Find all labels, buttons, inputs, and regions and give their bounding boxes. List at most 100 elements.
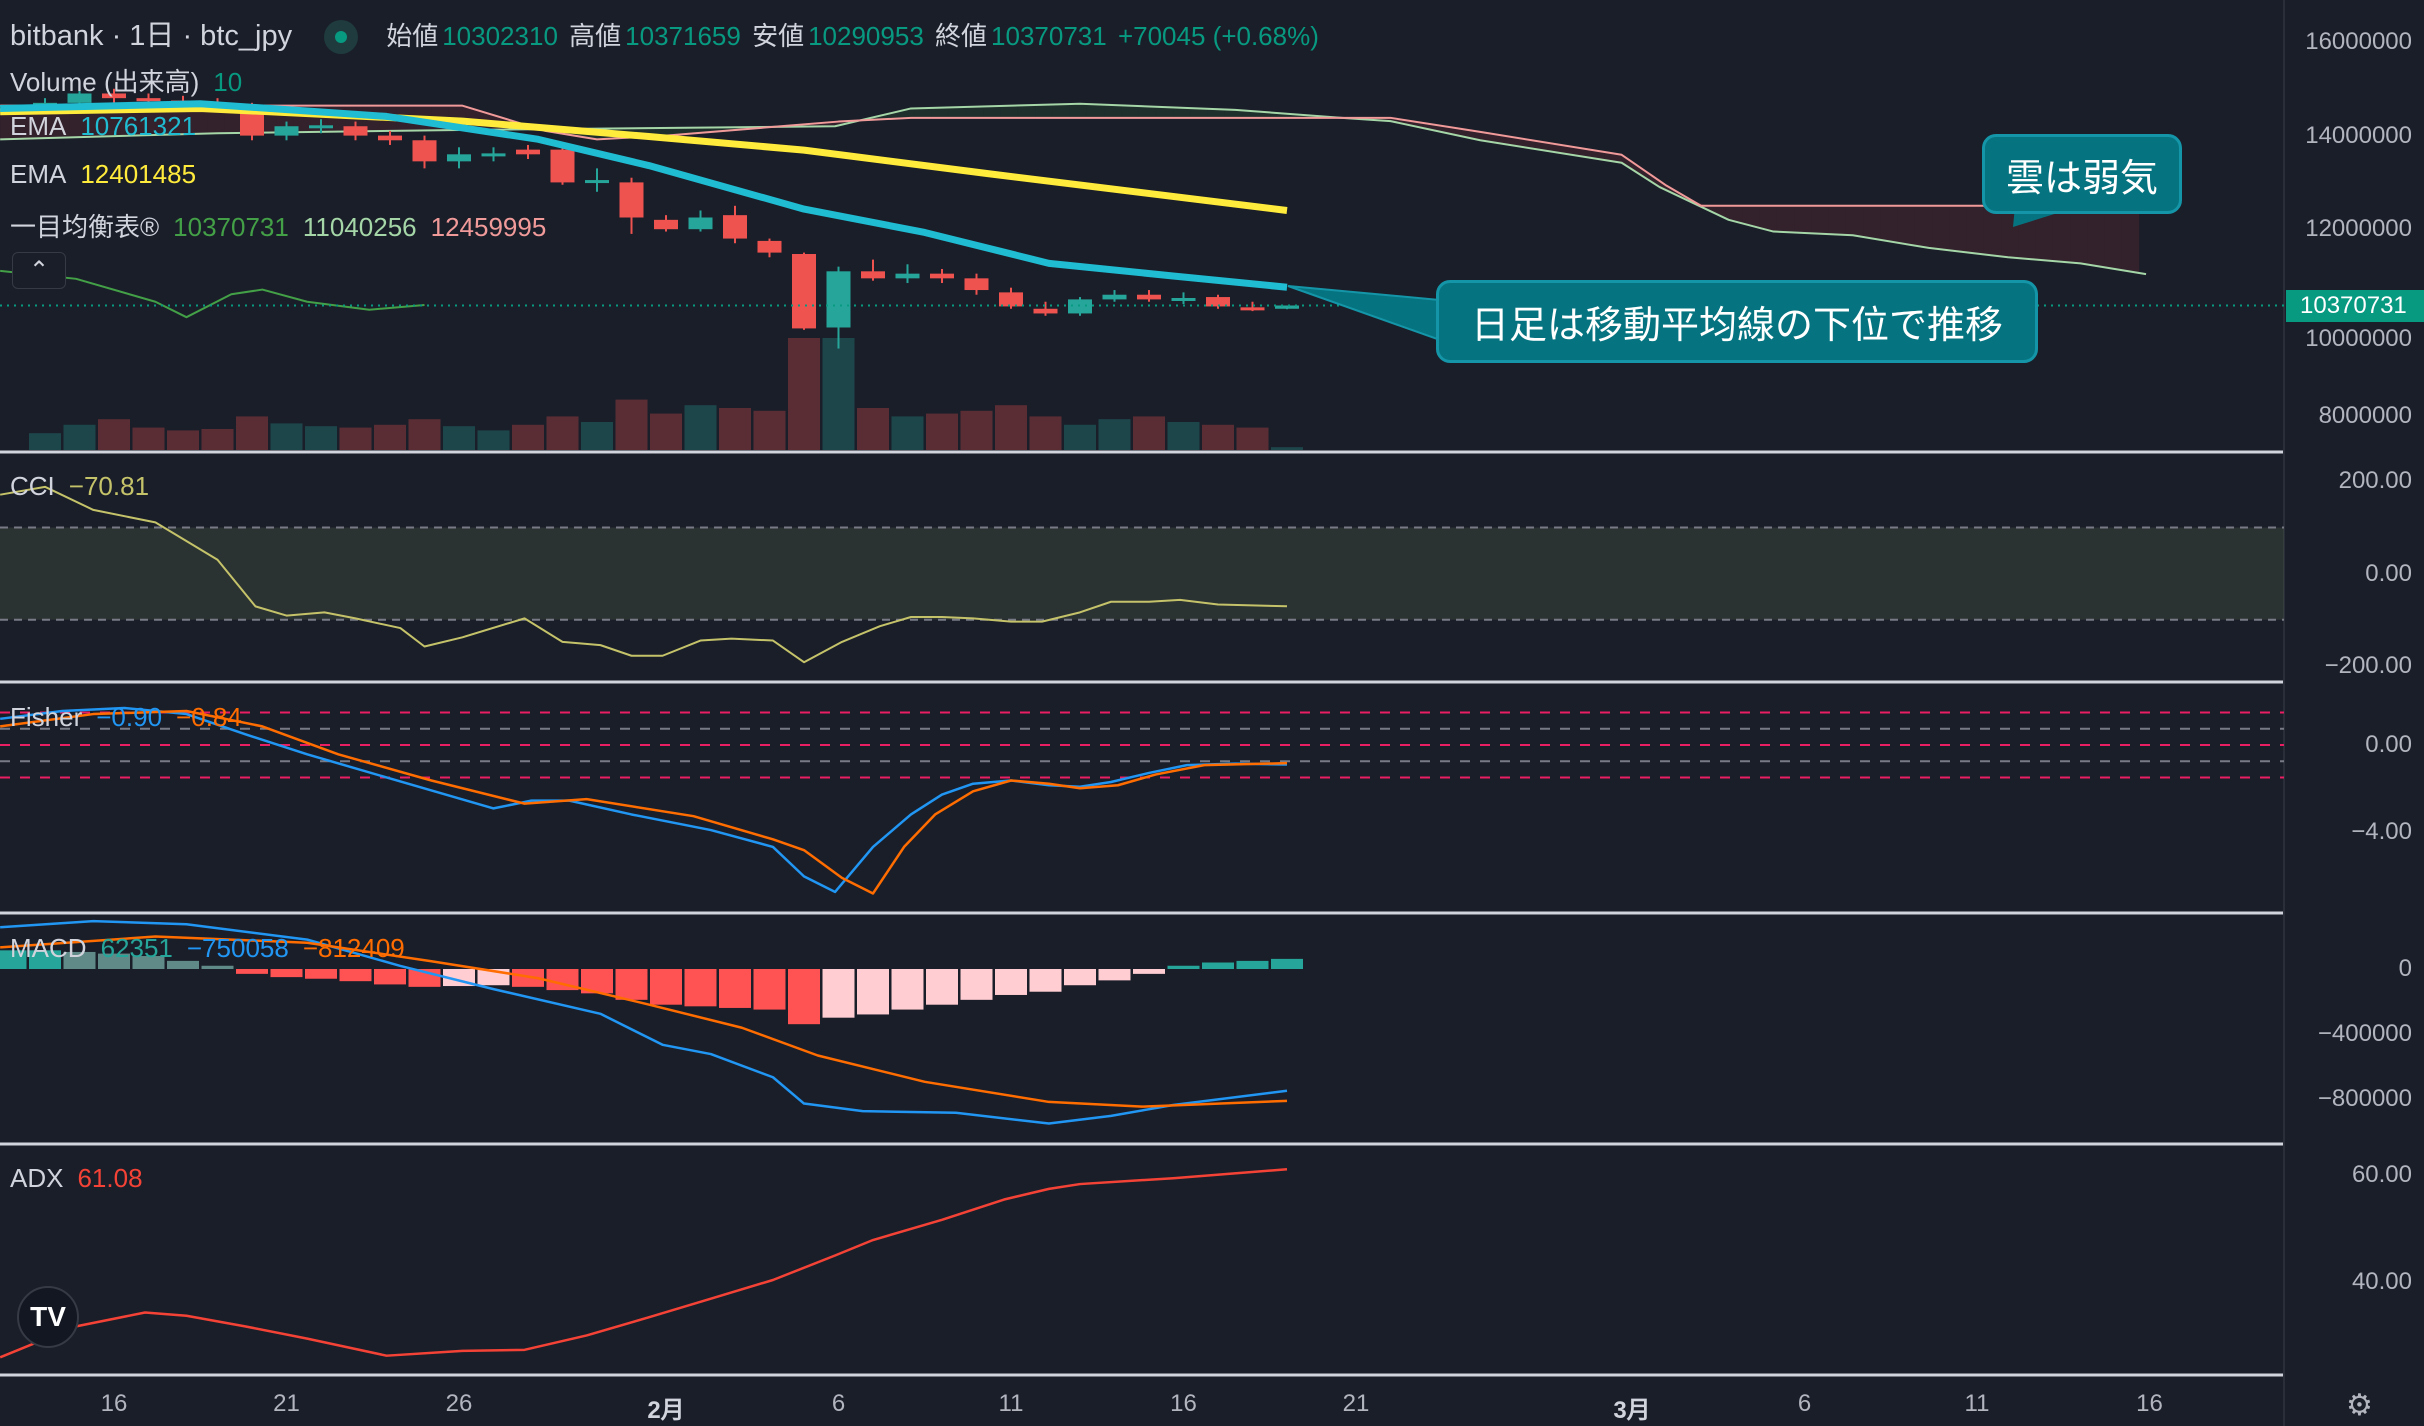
ichimoku-cloud-segment — [1224, 109, 1243, 118]
low-value: 10290953 — [808, 21, 924, 51]
annotation-below-moving-average[interactable]: 日足は移動平均線の下位で推移 — [1436, 280, 2038, 363]
candle-body — [861, 271, 885, 279]
macd-histogram-bar — [995, 969, 1027, 995]
price-axis-label: 10000000 — [2305, 325, 2412, 352]
candle-body — [619, 182, 644, 218]
ichimoku-cloud-segment — [1863, 205, 1881, 240]
macd-signal-line — [0, 935, 1288, 1108]
candle-body — [343, 126, 368, 136]
ichimoku-cloud-segment — [983, 105, 1001, 118]
ichimoku-legend[interactable]: 一目均衡表® 10370731 11040256 12459995 — [10, 207, 550, 244]
legend-label: MACD — [10, 933, 87, 963]
macd-histogram-bar — [926, 969, 958, 1005]
ichimoku-cloud-segment — [1880, 205, 1898, 243]
cci-axis-label: 0.00 — [2365, 559, 2412, 587]
tradingview-logo[interactable]: TV — [17, 1286, 79, 1348]
volume-bar — [1064, 424, 1096, 450]
ichimoku-cloud-segment — [1759, 205, 1777, 232]
ichimoku-cloud-segment — [1104, 104, 1122, 118]
ichimoku-cloud-segment — [1897, 205, 1915, 246]
ichimoku-cloud-segment — [1725, 205, 1743, 224]
volume-bar — [995, 405, 1027, 450]
candle-body — [585, 180, 609, 184]
macd-axis-label: −400000 — [2317, 1019, 2412, 1047]
annotation-cloud-bearish[interactable]: 雲は弱気 — [1982, 134, 2182, 214]
fisher-legend[interactable]: Fisher −0.90 −0.84 — [10, 702, 246, 733]
ema-slow-legend[interactable]: EMA 12401485 — [10, 159, 200, 190]
ichimoku-cloud-segment — [1017, 105, 1036, 118]
macd-histogram-bar — [1064, 969, 1096, 986]
ichimoku-cloud-segment — [1914, 205, 1933, 249]
macd-histogram-bar — [960, 969, 993, 1000]
time-axis-label: 16 — [1170, 1390, 1197, 1417]
ichimoku-lagging-span-line — [0, 269, 425, 319]
macd-histogram-bar — [201, 965, 234, 969]
time-axis-label: 3月 — [1613, 1397, 1651, 1424]
volume-bar — [822, 338, 855, 450]
cci-line — [0, 485, 1288, 664]
candle-body — [654, 219, 678, 230]
volume-bar — [857, 408, 889, 450]
collapse-legend-button[interactable]: ⌃ — [12, 252, 66, 289]
fisher-line — [0, 706, 1288, 894]
candle-body — [1137, 294, 1161, 300]
adx-line — [0, 1167, 1288, 1359]
volume-bar — [891, 416, 924, 450]
legend-label: Volume (出来高) — [10, 67, 200, 97]
volume-bar — [546, 416, 579, 450]
symbol-header: bitbank · 1日 · btc_jpy 始値 10302310 高値 1037… — [10, 12, 1327, 55]
ichimoku-cloud-segment — [931, 107, 949, 118]
volume-bar — [167, 430, 199, 450]
price-axis-label: 16000000 — [2305, 28, 2412, 55]
volume-bar — [1029, 416, 1062, 450]
cci-legend[interactable]: CCI −70.81 — [10, 471, 153, 502]
callout-pointer — [1287, 285, 1441, 342]
macd-histogram-bar — [305, 969, 337, 979]
ichimoku-cloud-segment — [138, 105, 156, 136]
candle-body — [309, 125, 333, 129]
volume-bar — [581, 422, 613, 450]
macd-histogram-bar — [684, 969, 717, 1007]
candle-body — [930, 273, 954, 279]
time-axis-label: 21 — [273, 1390, 300, 1417]
adx-legend[interactable]: ADX 61.08 — [10, 1163, 147, 1194]
candle-body — [412, 140, 437, 162]
legend-value: 61.08 — [77, 1163, 143, 1193]
settings-gear-icon[interactable]: ⚙ — [2346, 1389, 2373, 1422]
volume-bar — [1271, 447, 1303, 450]
macd-histogram-bar — [1236, 960, 1269, 969]
candle-body — [1033, 308, 1058, 314]
macd-legend[interactable]: MACD 62351 −750058 −812409 — [10, 933, 409, 964]
ichimoku-cloud-segment — [2104, 205, 2122, 271]
ema-fast-line — [0, 100, 1288, 291]
candle-body — [136, 98, 161, 102]
ichimoku-cloud-segment — [1052, 104, 1070, 118]
market-status-icon — [324, 20, 359, 55]
volume-bar — [132, 427, 165, 450]
ichimoku-cloud-segment — [172, 105, 190, 135]
ichimoku-cloud-segment — [1000, 105, 1018, 118]
volume-bar — [650, 413, 682, 450]
legend-value: −812409 — [302, 933, 405, 963]
price-axis-label: 12000000 — [2305, 215, 2412, 243]
ichimoku-cloud-segment — [1638, 166, 1657, 185]
candle-body — [792, 254, 816, 329]
symbol-title[interactable]: bitbank · 1日 · btc_jpy — [10, 20, 293, 52]
legend-value: −750058 — [186, 933, 289, 963]
open-label: 始値 — [386, 21, 439, 51]
macd-histogram-bar — [1271, 958, 1303, 969]
legend-value: 12459995 — [430, 212, 547, 242]
macd-histogram-bar — [98, 953, 130, 969]
macd-histogram-bar — [0, 950, 27, 969]
ema-fast-legend[interactable]: EMA 10761321 — [10, 111, 200, 142]
close-value: 10370731 — [991, 21, 1107, 51]
time-axis-label: 2月 — [647, 1397, 685, 1424]
volume-bar — [512, 424, 544, 450]
volume-legend[interactable]: Volume (出来高) 10 — [10, 62, 246, 99]
ichimoku-cloud-segment — [2087, 205, 2105, 268]
macd-histogram-bar — [650, 969, 682, 1005]
legend-label: ADX — [10, 1163, 64, 1193]
time-axis-label: 16 — [100, 1390, 128, 1417]
ichimoku-cloud-segment — [1828, 205, 1846, 235]
